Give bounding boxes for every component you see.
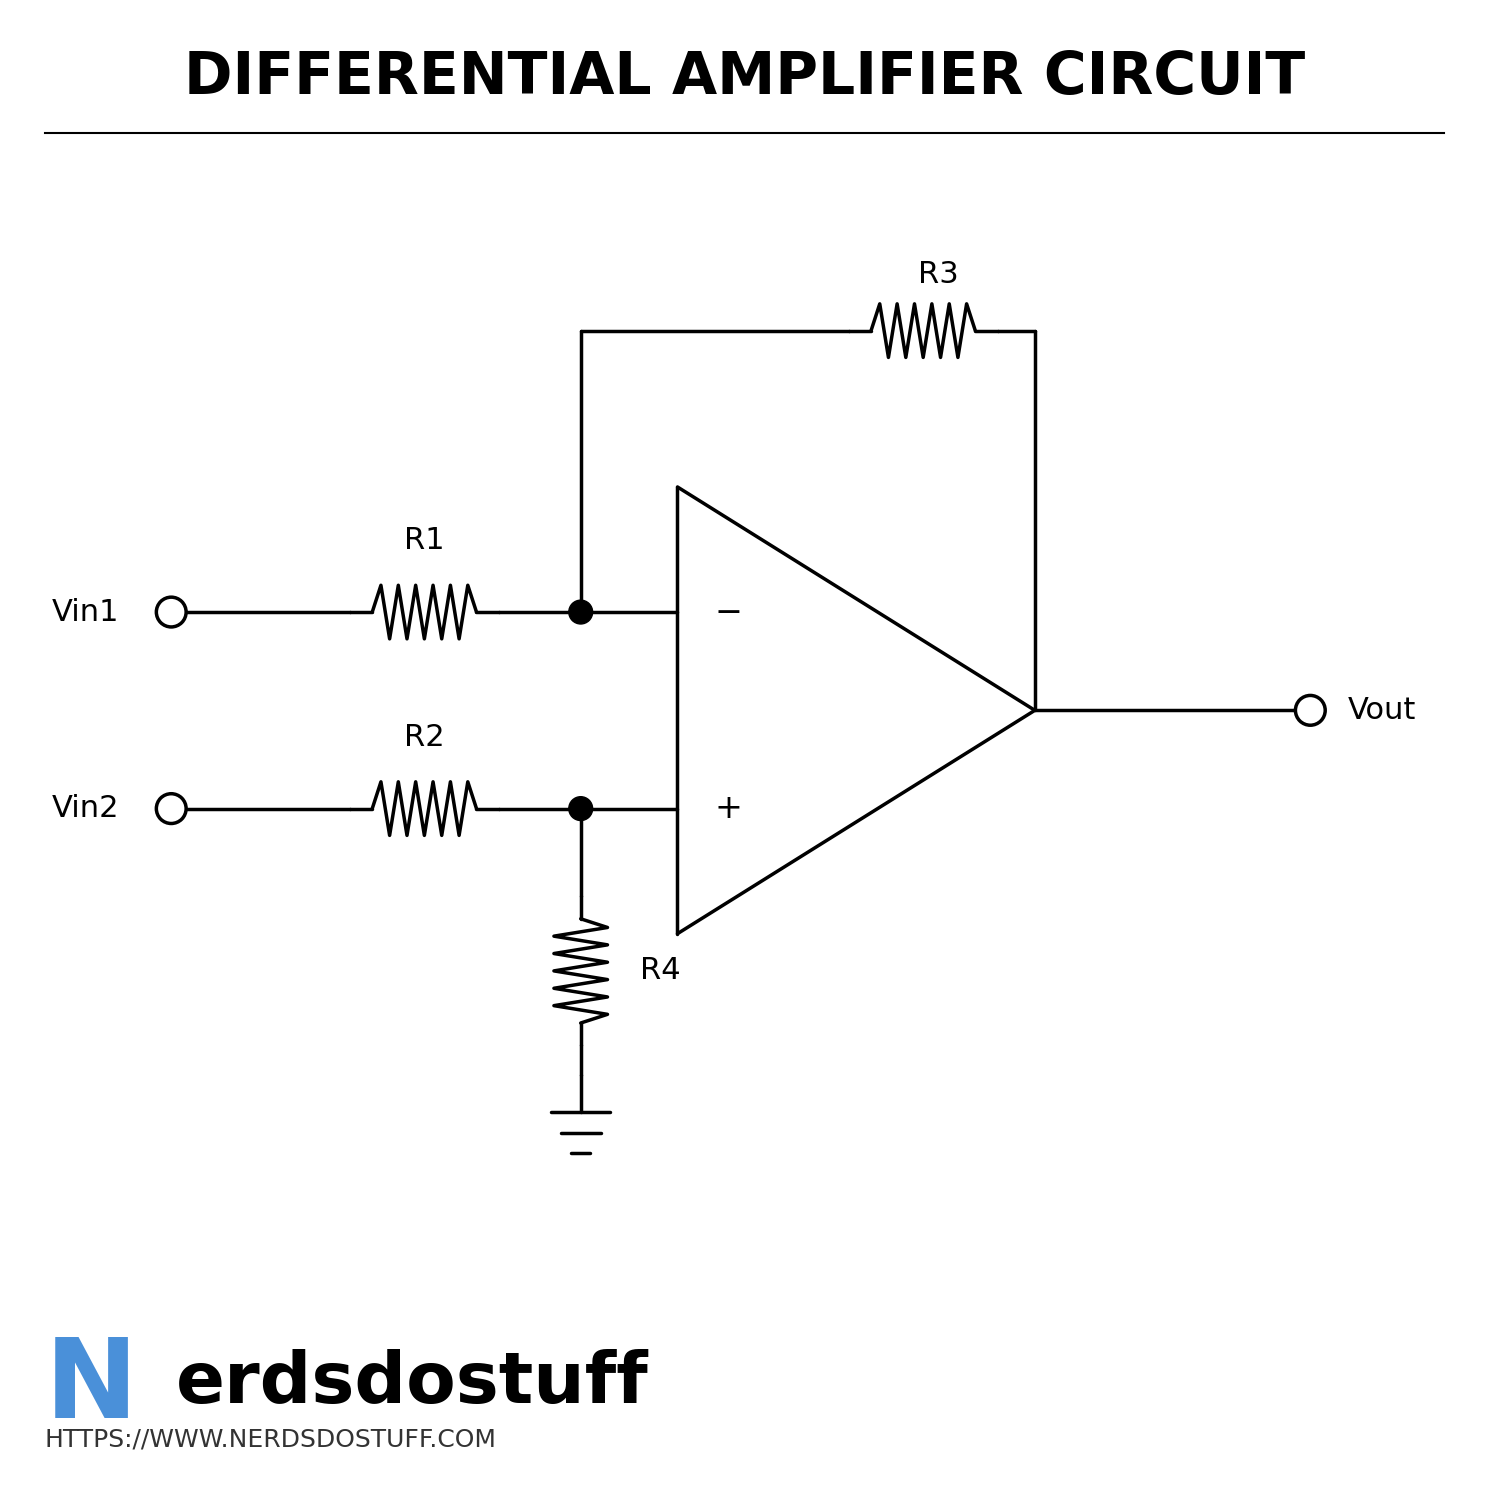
Text: HTTPS://WWW.NERDSDOSTUFF.COM: HTTPS://WWW.NERDSDOSTUFF.COM (45, 1428, 497, 1453)
Text: +: + (715, 793, 743, 824)
Text: Vout: Vout (1348, 696, 1416, 725)
Text: R3: R3 (917, 260, 959, 288)
Text: DIFFERENTIAL AMPLIFIER CIRCUIT: DIFFERENTIAL AMPLIFIER CIRCUIT (183, 48, 1306, 106)
Text: R4: R4 (640, 956, 680, 986)
Circle shape (569, 797, 593, 820)
Text: N: N (45, 1335, 138, 1442)
Text: R1: R1 (404, 527, 445, 556)
Circle shape (569, 599, 593, 624)
Circle shape (1295, 696, 1325, 725)
Circle shape (156, 794, 186, 823)
Text: −: − (715, 595, 743, 628)
Text: erdsdostuff: erdsdostuff (176, 1348, 648, 1418)
Text: Vin2: Vin2 (52, 794, 119, 823)
Text: R2: R2 (404, 723, 445, 752)
Circle shape (156, 596, 186, 627)
Text: Vin1: Vin1 (52, 598, 119, 627)
